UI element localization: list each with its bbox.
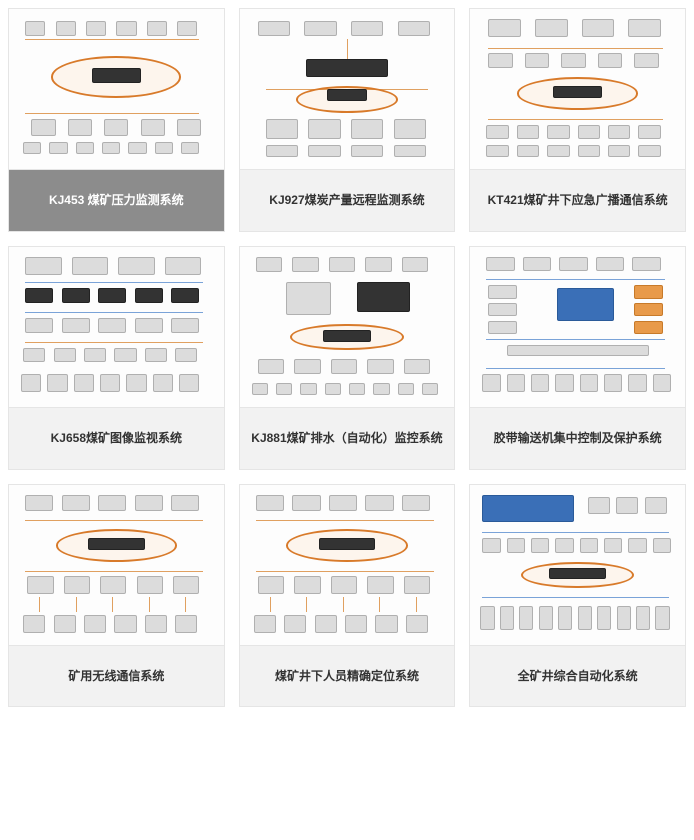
product-card[interactable]: 胶带输送机集中控制及保护系统 <box>469 246 686 470</box>
product-card[interactable]: KT421煤矿井下应急广播通信系统 <box>469 8 686 232</box>
system-diagram <box>476 491 679 639</box>
product-title: 煤矿井下人员精确定位系统 <box>240 645 455 707</box>
product-thumbnail <box>9 485 224 645</box>
product-card[interactable]: 矿用无线通信系统 <box>8 484 225 708</box>
product-thumbnail <box>470 9 685 169</box>
product-title: 矿用无线通信系统 <box>9 645 224 707</box>
system-diagram <box>15 15 218 163</box>
product-thumbnail <box>240 9 455 169</box>
product-title: 胶带输送机集中控制及保护系统 <box>470 407 685 469</box>
system-diagram <box>246 491 449 639</box>
product-thumbnail <box>240 247 455 407</box>
product-card[interactable]: KJ658煤矿图像监视系统 <box>8 246 225 470</box>
system-diagram <box>246 253 449 401</box>
product-card[interactable]: KJ927煤炭产量远程监测系统 <box>239 8 456 232</box>
product-title: KJ927煤炭产量远程监测系统 <box>240 169 455 231</box>
product-title: KJ881煤矿排水（自动化）监控系统 <box>240 407 455 469</box>
product-thumbnail <box>470 247 685 407</box>
product-card[interactable]: 煤矿井下人员精确定位系统 <box>239 484 456 708</box>
product-title: KJ453 煤矿压力监测系统 <box>9 169 224 231</box>
system-diagram <box>246 15 449 163</box>
product-title: KJ658煤矿图像监视系统 <box>9 407 224 469</box>
system-diagram <box>15 491 218 639</box>
product-thumbnail <box>9 247 224 407</box>
product-card[interactable]: 全矿井综合自动化系统 <box>469 484 686 708</box>
system-diagram <box>476 253 679 401</box>
product-thumbnail <box>9 9 224 169</box>
product-grid: KJ453 煤矿压力监测系统 KJ927煤炭产量远程监测系统KT421煤矿井下应急… <box>8 8 686 707</box>
product-title: 全矿井综合自动化系统 <box>470 645 685 707</box>
product-card[interactable]: KJ881煤矿排水（自动化）监控系统 <box>239 246 456 470</box>
product-card[interactable]: KJ453 煤矿压力监测系统 <box>8 8 225 232</box>
system-diagram <box>476 15 679 163</box>
product-title: KT421煤矿井下应急广播通信系统 <box>470 169 685 231</box>
system-diagram <box>15 253 218 401</box>
product-thumbnail <box>470 485 685 645</box>
product-thumbnail <box>240 485 455 645</box>
